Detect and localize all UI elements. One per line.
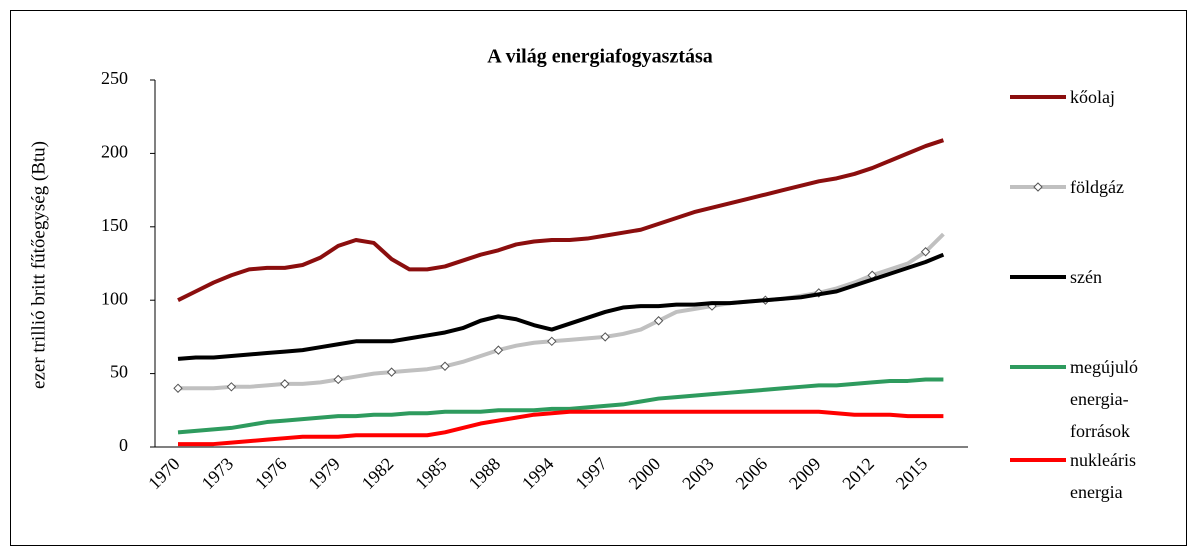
chart-title: A világ energiafogyasztása — [487, 46, 713, 68]
series-marker — [440, 361, 450, 371]
x-tick-label: 1979 — [304, 454, 344, 494]
series-line — [178, 232, 945, 391]
series-marker — [280, 379, 290, 389]
x-tick-label: 1970 — [144, 454, 184, 494]
legend-label: kőolaj — [1070, 87, 1115, 107]
y-tick-label: 0 — [119, 435, 128, 455]
y-tick-label: 50 — [110, 362, 128, 382]
series-marker — [333, 374, 343, 385]
x-tick-label: 2003 — [678, 454, 718, 494]
y-tick-label: 200 — [101, 142, 128, 162]
series-line — [178, 409, 944, 447]
x-tick-label: 2012 — [838, 454, 878, 494]
series-marker — [600, 332, 610, 342]
x-tick-label: 1973 — [198, 454, 238, 494]
x-tick-label: 2009 — [785, 454, 825, 494]
x-tick-label: 2015 — [892, 454, 932, 494]
x-tick-label: 1976 — [251, 454, 291, 494]
y-tick-label: 150 — [101, 215, 128, 235]
series-marker — [653, 316, 664, 326]
x-tick-label: 2006 — [732, 454, 772, 494]
legend-label: megújuló energia-források — [1070, 357, 1138, 441]
x-tick-label: 1994 — [518, 454, 558, 494]
series-marker — [173, 383, 183, 393]
series-line — [177, 252, 945, 361]
x-tick-label: 1982 — [358, 454, 398, 494]
frame — [10, 10, 1187, 546]
series-marker — [920, 247, 931, 257]
y-tick-label: 100 — [101, 288, 128, 308]
legend-label: nukleáris energia — [1070, 450, 1136, 502]
x-tick-label: 1985 — [411, 454, 451, 494]
series-line — [177, 138, 945, 302]
y-axis-label: ezer trillió britt fűtőegység (Btu) — [28, 141, 49, 389]
y-tick-label: 250 — [101, 68, 128, 88]
series-line — [177, 377, 944, 435]
series-marker — [493, 345, 504, 355]
legend-label: szén — [1070, 267, 1102, 287]
x-tick-label: 1988 — [465, 454, 505, 494]
series-marker — [226, 382, 237, 392]
series-marker — [547, 336, 557, 347]
x-tick-label: 1997 — [571, 454, 611, 494]
x-tick-label: 2000 — [625, 454, 665, 494]
series-marker — [386, 367, 397, 377]
legend-label: földgáz — [1070, 177, 1124, 197]
legend-marker — [1033, 182, 1043, 192]
